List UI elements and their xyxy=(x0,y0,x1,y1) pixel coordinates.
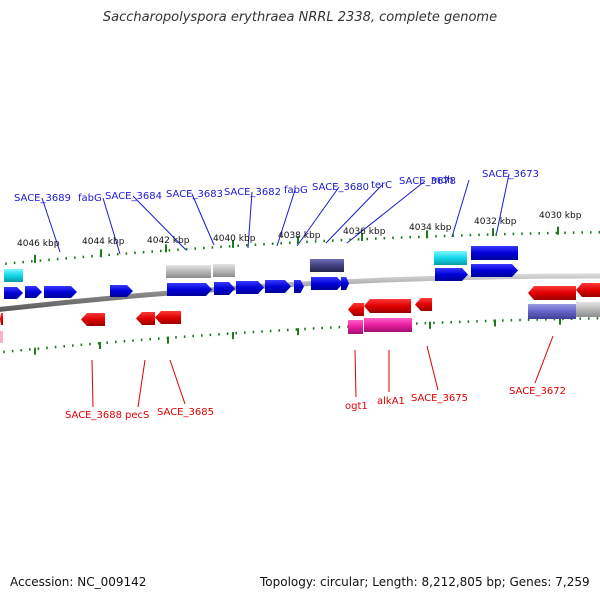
top-gene-label: SACE_3678 xyxy=(399,176,456,187)
bottom-gene-label: SACE_3685 xyxy=(157,407,214,418)
genome-summary-text: Topology: circular; Length: 8,212,805 bp… xyxy=(260,575,590,589)
top-gene-label: fabG xyxy=(78,193,102,204)
gray-feature xyxy=(213,264,235,277)
scale-label: 4046 kbp xyxy=(17,239,60,249)
label-leader-lines xyxy=(41,173,554,408)
forward-gene xyxy=(214,282,235,295)
reverse-gene xyxy=(136,312,155,325)
forward-gene xyxy=(236,281,264,294)
top-gene-label: SACE_3673 xyxy=(482,169,539,180)
top-leader-line xyxy=(495,173,510,237)
top-gene-label: SACE_3680 xyxy=(312,182,369,193)
scale-ticks xyxy=(3,226,600,355)
scale-label: 4038 kbp xyxy=(278,231,321,241)
gray-feature xyxy=(166,265,211,278)
genome-title: Saccharopolyspora erythraea NRRL 2338, c… xyxy=(102,10,498,25)
accession-text: Accession: NC_009142 xyxy=(10,575,147,589)
top-gene-label: SACE_3684 xyxy=(105,191,162,202)
forward-gene xyxy=(341,277,349,290)
bottom-leader-line xyxy=(137,359,146,408)
genome-backbone xyxy=(0,273,600,312)
magenta-feature xyxy=(364,318,412,332)
forward-gene xyxy=(167,283,212,296)
reverse-gene xyxy=(81,313,105,326)
scale-label: 4040 kbp xyxy=(213,234,256,244)
forward-gene xyxy=(294,280,304,293)
bottom-leader-line xyxy=(91,359,94,408)
forward-gene xyxy=(44,286,77,298)
reverse-gene xyxy=(364,299,411,313)
bottom-leader-line xyxy=(534,335,554,384)
forward-gene xyxy=(435,268,468,281)
top-gene-label: mdh xyxy=(431,175,453,186)
top-leader-line xyxy=(132,195,187,251)
bottom-gene-label: pecS xyxy=(125,410,149,421)
magenta-feature xyxy=(348,320,363,334)
scale-label: 4032 kbp xyxy=(474,217,517,227)
bottom-gene-label: ogt1 xyxy=(345,401,368,412)
scale-label: 4036 kbp xyxy=(343,227,386,237)
top-gene-label: SACE_3682 xyxy=(224,187,281,198)
pink-feature xyxy=(0,331,3,343)
forward-gene xyxy=(4,287,23,299)
reverse-gene xyxy=(0,313,3,325)
top-leader-line xyxy=(296,186,340,247)
bottom-leader-line xyxy=(169,359,186,405)
gene-labels: 4046 kbp 4044 kbp 4042 kbp 4040 kbp 4038 kbp… xyxy=(14,169,582,421)
reverse-gene xyxy=(155,311,181,324)
gene-features xyxy=(0,246,600,343)
lavender-feature xyxy=(528,304,576,319)
top-gene-label: SACE_3689 xyxy=(14,193,71,204)
top-leader-line xyxy=(346,180,426,244)
bottom-gene-label: SACE_3675 xyxy=(411,393,468,404)
scale-label: 4034 kbp xyxy=(409,223,452,233)
top-leader-line xyxy=(41,197,61,253)
forward-gene xyxy=(471,264,518,277)
reverse-gene xyxy=(576,283,600,297)
bottom-gene-label: SACE_3672 xyxy=(509,386,566,397)
forward-gene xyxy=(311,277,343,290)
navy-feature xyxy=(310,259,344,272)
top-leader-line xyxy=(247,191,253,249)
forward-gene xyxy=(471,246,518,260)
scale-label: 4044 kbp xyxy=(82,237,125,247)
top-leader-line xyxy=(191,193,215,246)
top-gene-label: fabG xyxy=(284,185,308,196)
forward-gene xyxy=(110,285,133,297)
top-gene-label: SACE_3683 xyxy=(166,189,223,200)
scale-label: 4042 kbp xyxy=(147,236,190,246)
bottom-gene-label: alkA1 xyxy=(377,396,405,407)
backbone-band xyxy=(0,273,600,312)
reverse-gene xyxy=(415,298,432,311)
scale-label: 4030 kbp xyxy=(539,211,582,221)
top-leader-line xyxy=(451,179,470,238)
cyan-feature xyxy=(4,269,23,282)
gray-feature xyxy=(576,302,600,317)
bottom-leader-line xyxy=(354,349,357,398)
top-leader-line xyxy=(102,197,121,255)
top-leader-line xyxy=(276,189,296,247)
reverse-gene xyxy=(528,286,576,300)
bottom-leader-line xyxy=(426,345,439,391)
bottom-gene-label: SACE_3688 xyxy=(65,410,122,421)
forward-gene xyxy=(265,280,291,293)
forward-gene xyxy=(25,286,42,298)
top-gene-label: terC xyxy=(371,180,392,191)
reverse-gene xyxy=(348,303,364,316)
cyan-feature xyxy=(434,251,467,265)
top-leader-line xyxy=(325,184,383,244)
